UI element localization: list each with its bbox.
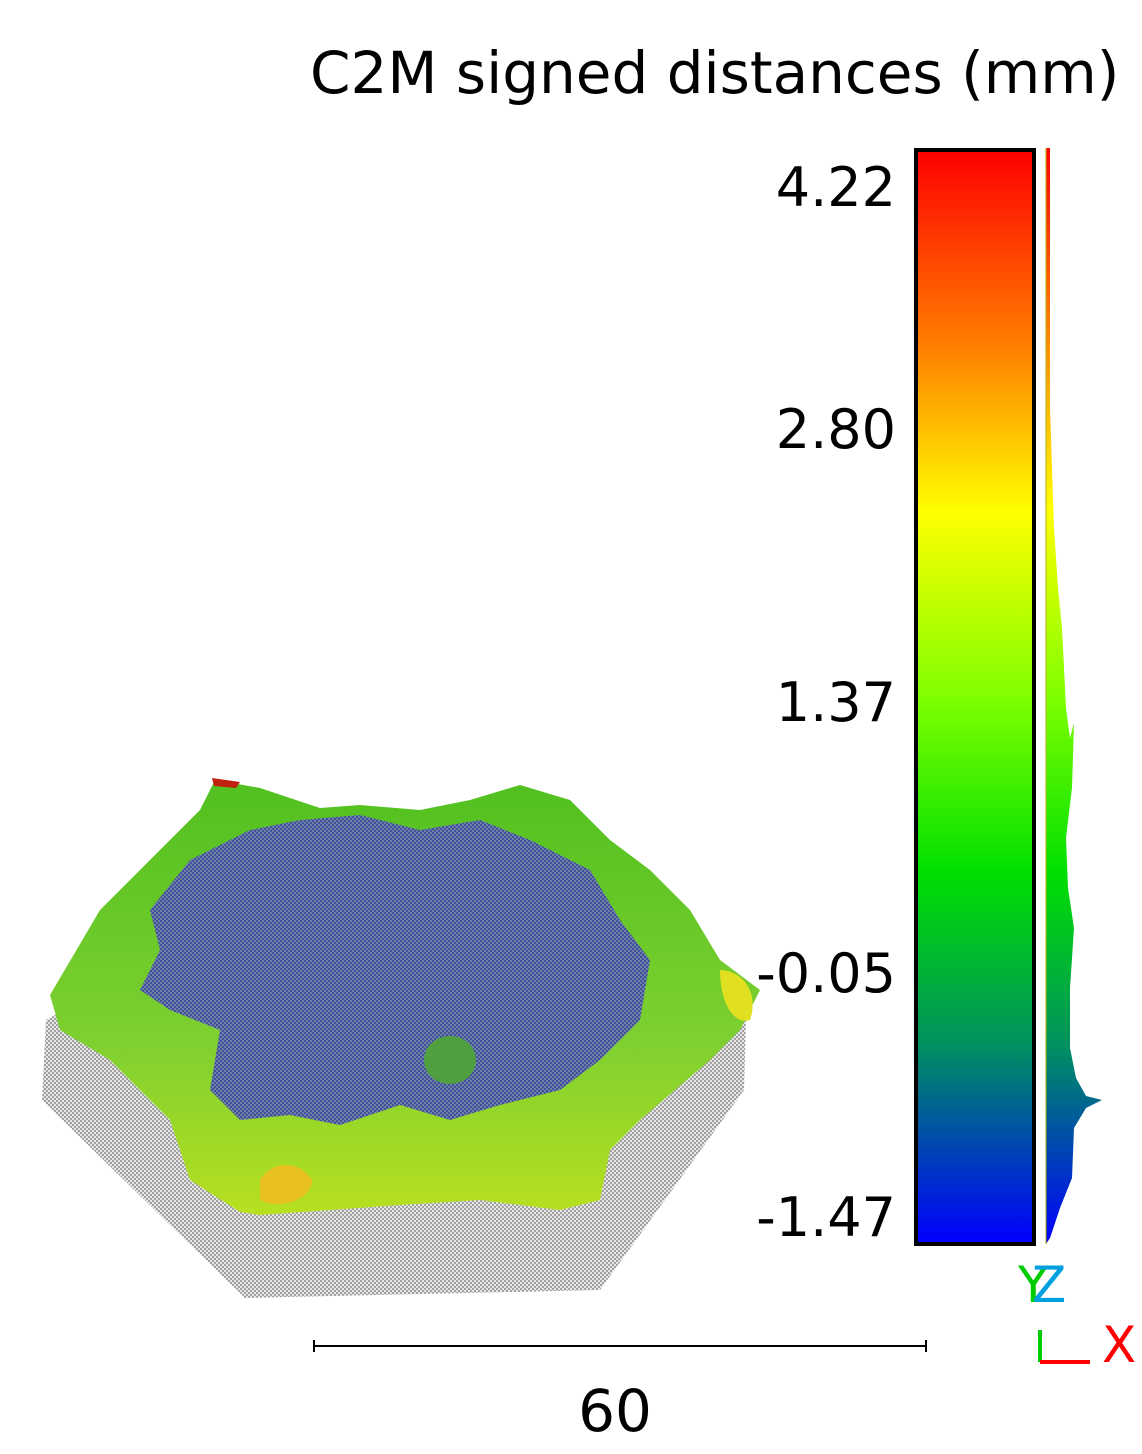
colorbar-tick-3: 1.37 [775,671,896,734]
colorbar-tick-max: 4.22 [775,156,896,219]
plot-title: C2M signed distances (mm) [310,39,1120,107]
axis-y-label: Y [1017,1256,1049,1314]
scale-bar [313,1340,927,1352]
colorbar-tick-min: -1.47 [756,1186,896,1249]
axis-x-label: X [1102,1316,1136,1374]
distance-histogram [1045,148,1102,1244]
color-scale-bar [914,148,1036,1246]
scale-label: 60 [578,1377,652,1445]
axes-triad-icon: Y Z X [1017,1256,1136,1374]
colorbar-tick-4: -0.05 [756,942,896,1005]
axis-z-label: Z [1032,1256,1066,1314]
colorbar-tick-2: 2.80 [775,398,896,461]
hexagon-surface-icon [42,778,760,1298]
